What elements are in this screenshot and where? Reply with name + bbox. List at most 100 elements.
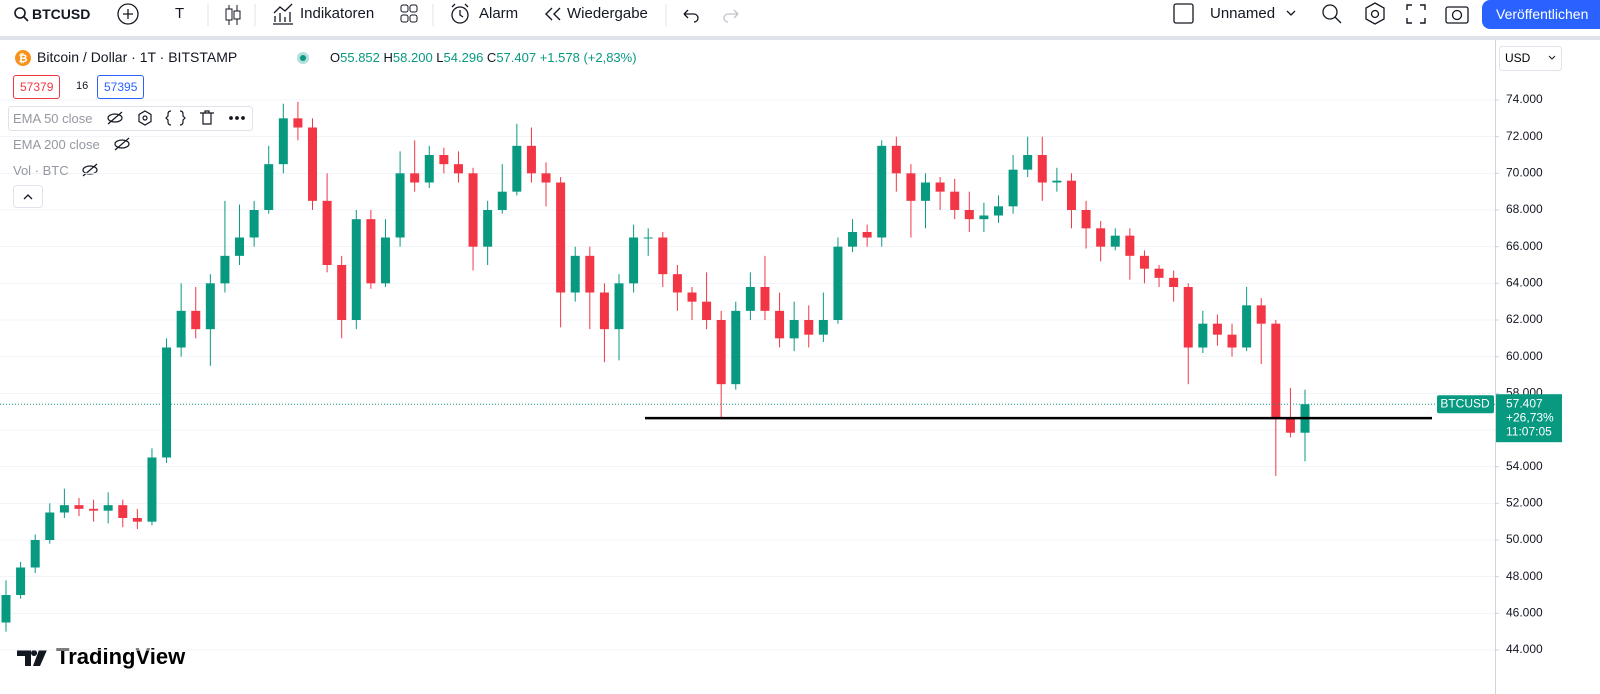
snapshot-icon[interactable] (1445, 6, 1469, 24)
publish-label[interactable]: Veröffentlichen (1496, 6, 1589, 22)
snapshot-icon (1451, 9, 1463, 21)
candle-body (308, 127, 318, 201)
countdown: 11:07:05 (1506, 424, 1552, 438)
candle-body (16, 567, 26, 596)
candle-body (745, 287, 755, 311)
candle-body (862, 232, 872, 238)
y-tick-label: 66.000 (1506, 239, 1543, 253)
layout-chevron[interactable] (1286, 10, 1296, 16)
quick-search-icon[interactable] (1322, 4, 1338, 20)
candle-body (877, 145, 887, 238)
y-tick-label: 44.000 (1506, 642, 1543, 656)
compare-icon (123, 9, 133, 19)
candle-body (950, 191, 960, 211)
candle-body (702, 301, 712, 321)
templates-icon (409, 4, 418, 13)
candle-body (162, 347, 172, 458)
candle-body (570, 255, 580, 293)
candle-body (1052, 180, 1062, 183)
logo-text: TradingView (56, 644, 186, 669)
quick-search-icon (1334, 16, 1342, 24)
templates-icon (400, 14, 409, 23)
currency-box[interactable] (1499, 46, 1562, 71)
candle-body (1198, 323, 1208, 348)
candle-body (1008, 169, 1018, 207)
y-tick-label: 52.000 (1506, 496, 1543, 510)
last-price-symbol: BTCUSD (1440, 396, 1490, 410)
layout-checkbox[interactable] (1173, 3, 1194, 24)
settings-icon[interactable] (1365, 2, 1385, 25)
candle-body (848, 232, 858, 247)
compare-icon[interactable] (117, 3, 139, 25)
alarm-button[interactable]: Alarm (479, 5, 519, 22)
candle-body (89, 508, 99, 511)
candle-body (1023, 155, 1033, 170)
candle-body (643, 237, 653, 239)
market-status (300, 55, 306, 61)
candle-body (249, 210, 259, 238)
indicators-button[interactable]: Indikatoren (300, 5, 375, 22)
search-icon[interactable] (14, 7, 26, 19)
ask-price[interactable]: 57395 (97, 75, 145, 99)
candle-body (556, 182, 566, 293)
alarm-icon[interactable] (451, 6, 469, 24)
candle-body (760, 287, 770, 311)
indicator-label: EMA 50 close (13, 111, 93, 126)
candle-icon (233, 10, 241, 20)
ohlc-value: 55.852 (340, 50, 380, 65)
symbol-title: Bitcoin / Dollar · 1T · BITSTAMP (37, 49, 238, 65)
candle-body (483, 210, 493, 247)
ohlc: O55.852 H58.200 L54.296 C57.407 +1.578 (… (330, 50, 637, 65)
symbol[interactable]: BTCUSD (32, 6, 91, 22)
candle-body (789, 320, 799, 339)
candle-body (205, 283, 215, 330)
candle-body (497, 191, 507, 211)
collapse-button[interactable] (13, 185, 43, 208)
layout-name[interactable]: Unnamed (1210, 5, 1276, 22)
bid-price[interactable]: 57379 (13, 75, 61, 99)
candle-body (1227, 334, 1237, 348)
candle-body (1183, 287, 1193, 348)
candle-body (118, 505, 128, 519)
undo-icon[interactable] (683, 9, 699, 23)
templates-icon[interactable] (400, 4, 409, 13)
indicator-actions (107, 110, 245, 126)
candle-body (45, 512, 55, 541)
y-tick-label: 72.000 (1506, 129, 1543, 143)
candle-body (672, 274, 682, 293)
candle-body (439, 155, 449, 165)
candle-body (1154, 268, 1164, 278)
candle-body (731, 310, 741, 385)
spread: 16 (76, 80, 89, 92)
candle-body (176, 310, 186, 348)
candle-body (395, 173, 405, 238)
last-price-symbol-box (1437, 395, 1494, 414)
candle-body (629, 237, 639, 284)
candle-body (453, 164, 463, 174)
candle-body (818, 320, 828, 335)
candle-body (103, 505, 113, 511)
last-price-group: 44.00046.00048.00050.00052.00054.00056.0… (0, 92, 1562, 656)
toolbar-divider (0, 36, 1600, 40)
candle-body (979, 215, 989, 220)
y-tick-label: 54.000 (1506, 459, 1543, 473)
candle-body (191, 310, 201, 330)
candle-body (59, 505, 69, 513)
templates-icon (409, 14, 418, 23)
fullscreen-icon[interactable] (1406, 4, 1426, 24)
text-tool[interactable]: T (175, 5, 185, 22)
indicators-icon[interactable] (273, 3, 293, 25)
redo-icon[interactable] (723, 9, 739, 23)
y-tick-label: 46.000 (1506, 606, 1543, 620)
candle-body (1271, 323, 1281, 418)
publish-button[interactable] (1482, 0, 1600, 29)
candle-body (1139, 255, 1149, 269)
candle-body (891, 145, 901, 174)
ohlc-label: H (383, 50, 393, 65)
bitcoin-icon: ₿ (19, 53, 28, 65)
candle-body (424, 155, 434, 183)
replay-button[interactable]: Wiedergabe (567, 5, 648, 22)
y-tick-label: 74.000 (1506, 92, 1543, 106)
replay-icon[interactable] (545, 7, 561, 21)
